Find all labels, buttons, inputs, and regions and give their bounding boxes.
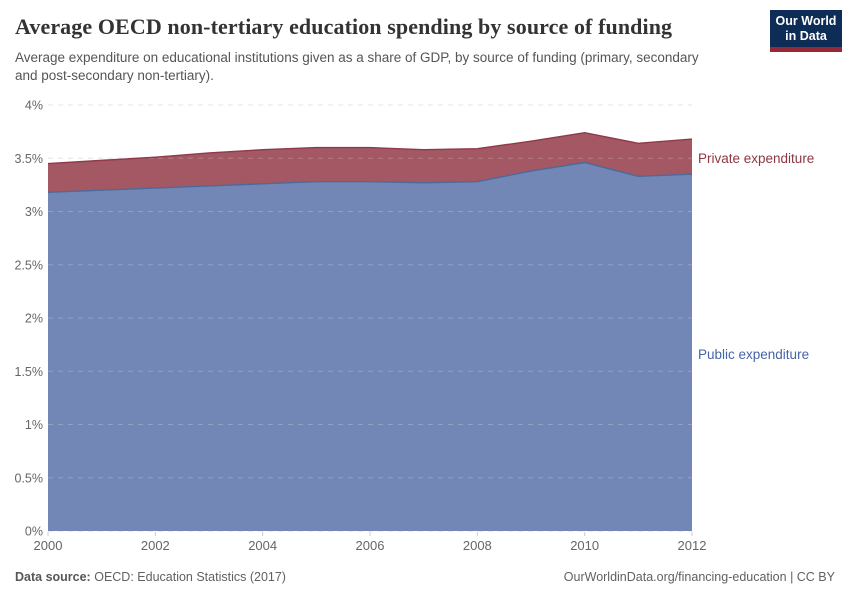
series-label-private-expenditure: Private expenditure: [698, 151, 815, 166]
y-axis-tick-label: 1.5%: [15, 365, 44, 379]
y-axis-tick-label: 0%: [25, 525, 43, 539]
y-axis-tick-label: 1%: [25, 418, 43, 432]
x-axis-tick-label: 2004: [248, 538, 277, 553]
x-axis-tick-label: 2008: [463, 538, 492, 553]
x-axis-tick-label: 2002: [141, 538, 170, 553]
x-axis-tick-label: 2000: [34, 538, 63, 553]
x-axis-tick-label: 2010: [570, 538, 599, 553]
series-label-public-expenditure: Public expenditure: [698, 347, 810, 362]
area-public-expenditure[interactable]: [48, 162, 692, 531]
owid-logo-stripe: [770, 47, 842, 52]
y-axis-tick-label: 3%: [25, 205, 43, 219]
credit-link[interactable]: OurWorldinData.org/financing-education |…: [563, 570, 835, 584]
y-axis-tick-label: 0.5%: [15, 471, 44, 485]
area-private-expenditure[interactable]: [48, 132, 692, 193]
owid-logo-text: Our World in Data: [775, 13, 837, 43]
data-source-label: Data source:: [15, 570, 91, 584]
owid-logo[interactable]: Our World in Data: [770, 10, 842, 52]
y-axis-tick-label: 3.5%: [15, 152, 44, 166]
line-private-expenditure: [47, 131, 693, 165]
chart-subtitle: Average expenditure on educational insti…: [15, 50, 699, 84]
x-axis-tick-label: 2006: [356, 538, 385, 553]
y-axis-tick-label: 4%: [25, 99, 43, 113]
y-axis-tick-label: 2.5%: [15, 258, 44, 272]
chart-footer: Data source: OECD: Education Statistics …: [0, 568, 850, 592]
data-source-value: OECD: Education Statistics (2017): [94, 570, 286, 584]
line-public-expenditure: [47, 161, 693, 194]
y-axis-tick-label: 2%: [25, 312, 43, 326]
page-title: Average OECD non-tertiary education spen…: [15, 14, 673, 39]
data-source-note: Data source: OECD: Education Statistics …: [15, 570, 286, 584]
x-axis-tick-label: 2012: [678, 538, 707, 553]
